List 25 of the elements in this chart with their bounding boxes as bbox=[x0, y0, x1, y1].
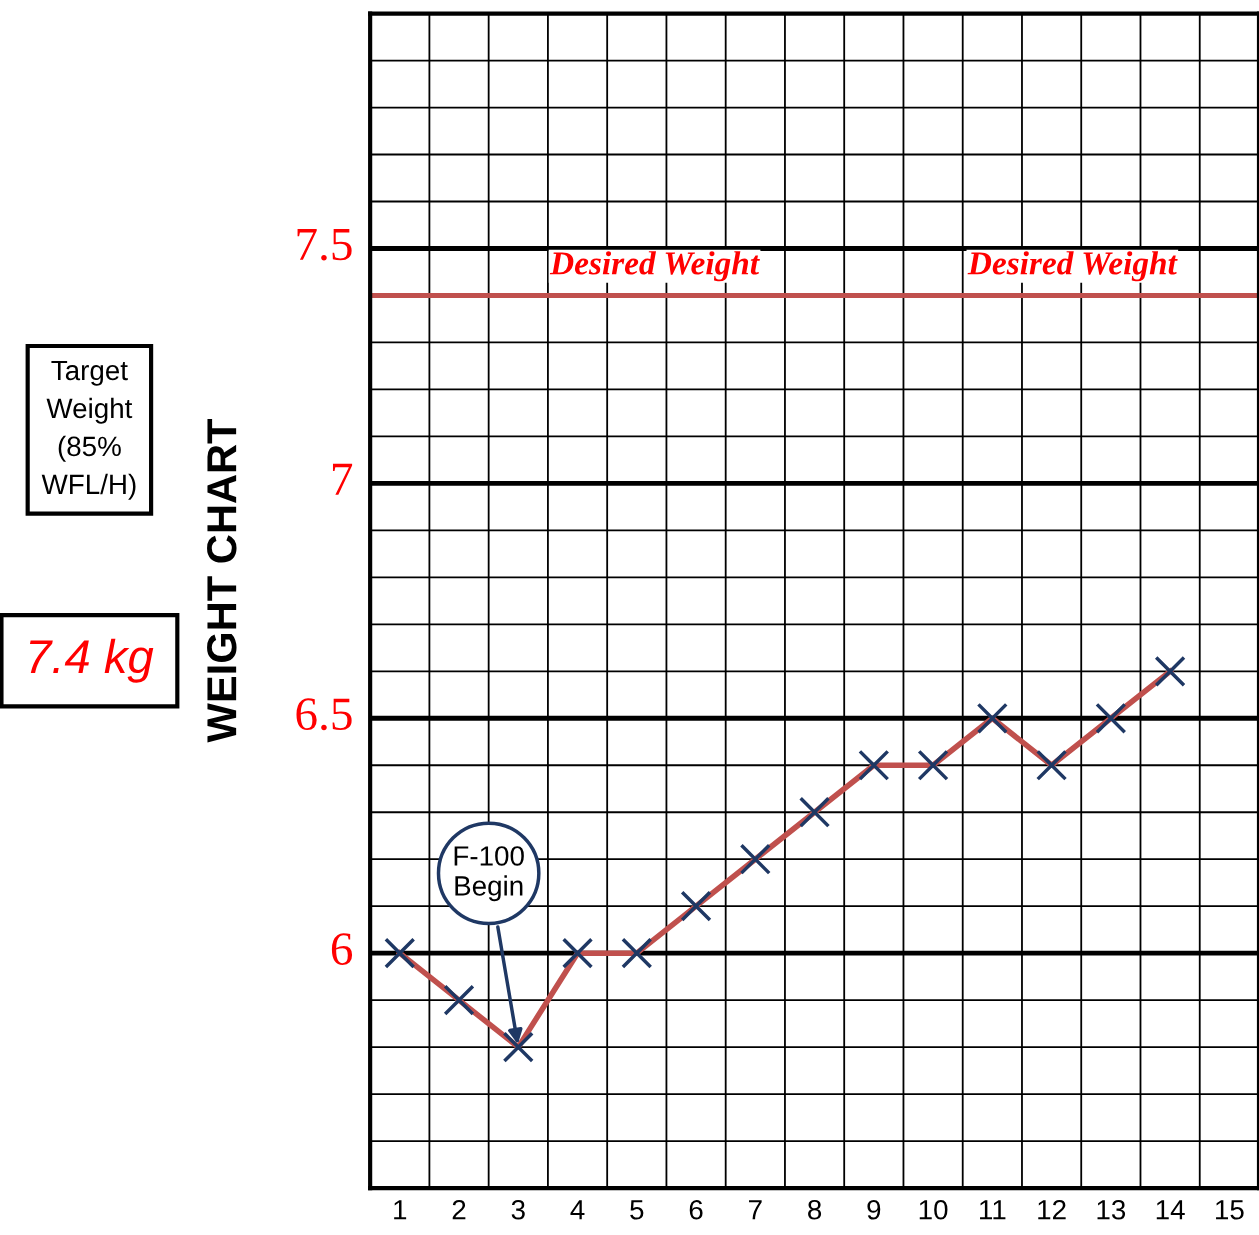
x-tick-label: 3 bbox=[511, 1199, 525, 1220]
x-tick-label: 7 bbox=[749, 1200, 762, 1220]
y-tick-label: 6.5 bbox=[296, 698, 352, 731]
x-tick-label: 10 bbox=[919, 1199, 948, 1220]
ref-line-label: Desired Weight bbox=[549, 251, 760, 282]
x-tick-label: 11 bbox=[980, 1200, 1006, 1220]
x-tick-label: 9 bbox=[867, 1199, 881, 1220]
text: 7.4 kg bbox=[29, 638, 154, 683]
x-tick-label: 2 bbox=[452, 1199, 466, 1220]
x-tick-label: 4 bbox=[570, 1200, 585, 1220]
annotation: F-100 Begin bbox=[454, 846, 524, 902]
x-tick-label: 6 bbox=[689, 1199, 703, 1220]
x-tick-label: 12 bbox=[1038, 1199, 1066, 1220]
text: Desired Weight bbox=[967, 251, 1178, 282]
y-tick-label: 6 bbox=[331, 933, 353, 965]
y-tick-label: 7 bbox=[332, 463, 353, 495]
x-tick-label: 15 bbox=[1216, 1200, 1244, 1220]
x-tick-label: 14 bbox=[1156, 1200, 1185, 1220]
x-tick-label: 1 bbox=[394, 1200, 407, 1220]
x-tick-label: 13 bbox=[1097, 1199, 1126, 1220]
x-tick-label: 5 bbox=[630, 1200, 644, 1220]
y-tick-label: 7.5 bbox=[297, 228, 352, 261]
x-tick-label: 8 bbox=[808, 1199, 822, 1220]
text: Target Weight (85% WFL/H) bbox=[41, 360, 136, 500]
text: WEIGHT CHART bbox=[207, 418, 237, 743]
